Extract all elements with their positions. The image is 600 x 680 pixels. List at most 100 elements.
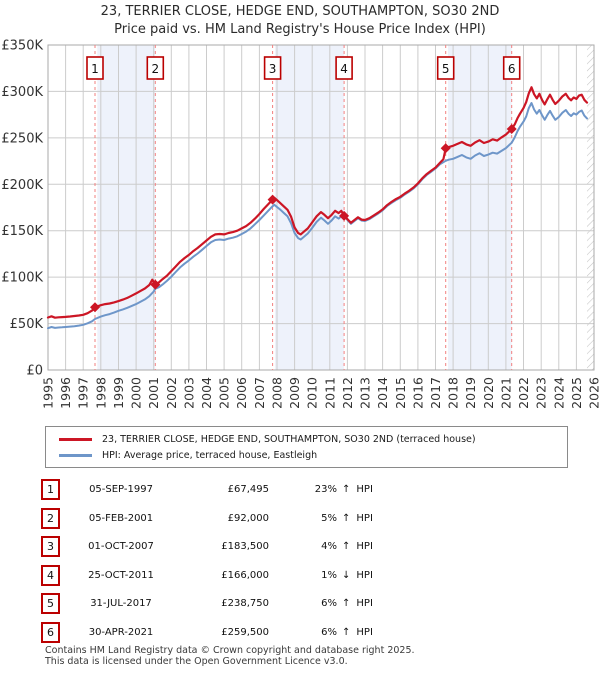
svg-text:2018: 2018 [446,377,461,409]
ownership-band [97,45,156,370]
sale-hpi-delta-pct: 6% [321,626,337,638]
sale-number-label: 5 [442,62,450,76]
sale-number-box [263,56,282,80]
hpi-direction-arrow: ↑ [342,598,351,609]
svg-text:2016: 2016 [410,377,425,409]
hpi-ref-label: HPI [356,598,373,609]
svg-text:2020: 2020 [481,377,496,409]
page-subtitle: Price paid vs. HM Land Registry's House … [114,22,486,37]
sale-hpi-delta-pct: 6% [321,598,337,609]
sale-marker [90,302,100,313]
sale-price: £183,500 [221,541,269,552]
hpi-ref-label: HPI [356,626,373,638]
plot-border [47,44,595,371]
sale-number-badge: 1 [41,479,60,500]
sale-row: 1 05-SEP-1997 £67,495 23% ↑ HPI [41,479,581,500]
sale-number-label: 6 [508,62,516,76]
svg-text:£0: £0 [26,364,43,379]
sale-marker [506,124,517,134]
svg-text:£300K: £300K [1,85,43,100]
sale-row: 6 30-APR-2021 £259,500 6% ↑ HPI [41,621,581,643]
sale-marker [267,194,278,205]
legend-label: HPI: Average price, terraced house, East… [102,449,318,461]
sale-row: 5 31-JUL-2017 £238,750 6% ↑ HPI [41,593,581,614]
sale-number-badge: 4 [41,564,60,586]
copyright-footer: Contains HM Land Registry data © Crown c… [45,645,415,667]
sales-table: 1 05-SEP-1997 £67,495 23% ↑ HPI 2 05-FEB-2001 £9… [41,479,581,650]
sale-number-badge: 3 [41,536,60,557]
sale-hpi-delta-pct: 23% [314,484,337,495]
svg-text:£350K: £350K [1,39,43,54]
sale-price: £166,000 [221,569,269,581]
svg-text:2013: 2013 [358,377,373,409]
svg-text:2006: 2006 [234,377,249,409]
sale-number-box [436,56,455,80]
price-paid-line [46,86,589,319]
svg-text:2014: 2014 [375,377,390,409]
svg-text:2024: 2024 [551,377,566,409]
sale-date-lines [94,45,513,370]
y-axis-labels: £0 £50K £100K £150K £200K £250K £300K £350K [1,39,43,379]
legend-item-property: 23, TERRIER CLOSE, HEDGE END, SOUTHAMPTO… [46,431,567,447]
svg-text:£200K: £200K [1,178,43,193]
future-hatch-region [587,45,594,370]
page-title: 23, TERRIER CLOSE, HEDGE END, SOUTHAMPTO… [100,4,500,19]
sale-number-label: 4 [340,62,348,76]
svg-text:2009: 2009 [287,377,302,409]
sale-number-box [86,56,104,80]
sale-markers [90,124,517,313]
svg-text:2015: 2015 [393,377,408,409]
sale-price: £92,000 [227,512,269,524]
sale-marker [150,279,161,290]
svg-text:1995: 1995 [41,377,56,409]
svg-text:2023: 2023 [534,377,549,409]
hpi-ref-label: HPI [356,569,373,581]
sale-row: 2 05-FEB-2001 £92,000 5% ↑ HPI [41,507,581,529]
sale-number-box [502,56,521,80]
price-history-chart: 1 2 3 4 5 6 £0 £50K £100K £150K £200K £250K £300K £35… [1,39,600,409]
svg-text:2022: 2022 [516,377,531,409]
svg-text:2000: 2000 [129,377,144,409]
hpi-direction-arrow: ↑ [342,541,351,552]
sale-number-label: 1 [91,62,99,76]
ownership-band [448,45,512,370]
svg-text:2019: 2019 [463,377,478,409]
svg-text:£100K: £100K [1,271,43,286]
sale-number-badge: 6 [41,621,60,643]
svg-text:2001: 2001 [146,377,161,409]
hpi-line-swatch [59,453,92,457]
svg-text:2025: 2025 [569,377,584,409]
svg-text:2007: 2007 [252,377,267,409]
svg-text:2005: 2005 [217,377,232,409]
sale-date: 30-APR-2021 [88,626,154,638]
sale-marker [339,210,350,221]
svg-text:2008: 2008 [270,377,285,409]
svg-text:£150K: £150K [1,224,43,239]
hpi-ref-label: HPI [356,484,373,495]
hpi-direction-arrow: ↑ [342,626,351,638]
sale-hpi-delta-pct: 5% [321,512,337,524]
svg-text:1998: 1998 [93,377,108,409]
chart-legend: 23, TERRIER CLOSE, HEDGE END, SOUTHAMPTO… [45,426,568,468]
sale-number-box [335,56,353,80]
hpi-ref-label: HPI [356,512,373,524]
sale-date: 01-OCT-2007 [88,541,154,552]
ownership-bands [97,45,512,370]
svg-text:2017: 2017 [428,377,443,409]
sale-date: 31-JUL-2017 [90,598,152,609]
svg-text:£50K: £50K [10,317,44,332]
svg-text:1999: 1999 [111,377,126,409]
svg-text:2004: 2004 [199,377,214,409]
legend-label: 23, TERRIER CLOSE, HEDGE END, SOUTHAMPTO… [102,433,476,445]
svg-text:2003: 2003 [181,377,196,409]
sale-marker [440,143,451,154]
sale-number-box [146,56,165,80]
legend-item-hpi: HPI: Average price, terraced house, East… [46,447,567,463]
sale-number-label: 3 [269,62,277,76]
sale-date: 25-OCT-2011 [88,569,154,581]
sale-price: £238,750 [221,598,269,609]
sale-hpi-delta-pct: 4% [321,541,337,552]
svg-text:2002: 2002 [164,377,179,409]
sale-price: £259,500 [221,626,269,638]
